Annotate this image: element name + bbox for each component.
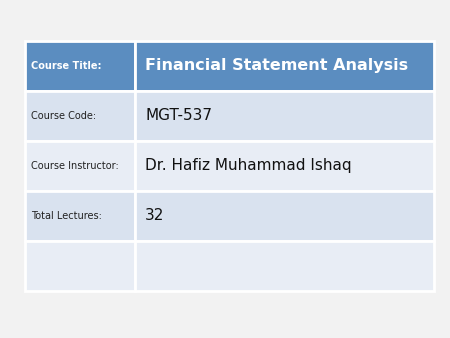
Text: Financial Statement Analysis: Financial Statement Analysis: [145, 58, 408, 73]
FancyBboxPatch shape: [135, 191, 434, 241]
FancyBboxPatch shape: [25, 241, 135, 291]
Text: Course Code:: Course Code:: [31, 111, 96, 121]
Text: MGT-537: MGT-537: [145, 108, 212, 123]
Text: 32: 32: [145, 208, 165, 223]
FancyBboxPatch shape: [135, 241, 434, 291]
FancyBboxPatch shape: [135, 141, 434, 191]
Text: Course Instructor:: Course Instructor:: [31, 161, 118, 171]
FancyBboxPatch shape: [25, 41, 135, 91]
FancyBboxPatch shape: [25, 191, 135, 241]
FancyBboxPatch shape: [25, 91, 135, 141]
Text: Total Lectures:: Total Lectures:: [31, 211, 101, 221]
FancyBboxPatch shape: [25, 141, 135, 191]
Text: Course Title:: Course Title:: [31, 61, 101, 71]
FancyBboxPatch shape: [135, 91, 434, 141]
FancyBboxPatch shape: [135, 41, 434, 91]
Text: Dr. Hafiz Muhammad Ishaq: Dr. Hafiz Muhammad Ishaq: [145, 158, 352, 173]
